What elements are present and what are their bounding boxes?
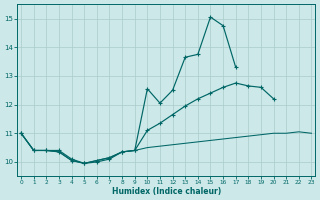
X-axis label: Humidex (Indice chaleur): Humidex (Indice chaleur) — [112, 187, 221, 196]
